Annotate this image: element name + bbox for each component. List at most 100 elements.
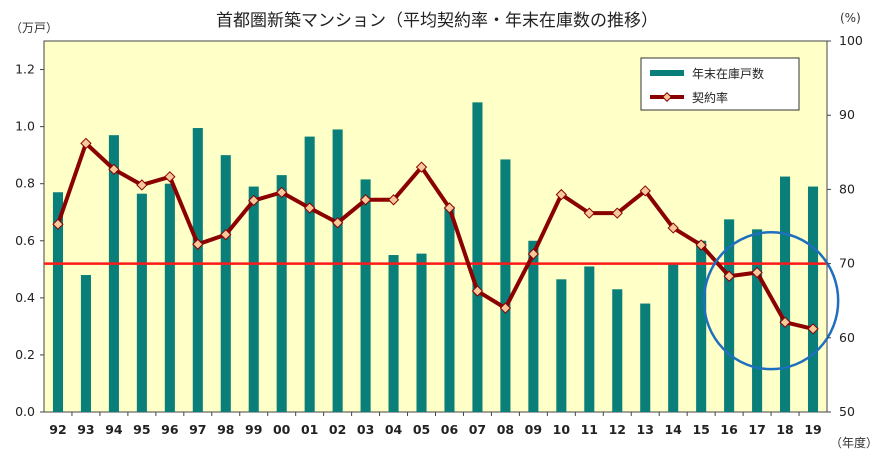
bar-11	[584, 266, 595, 412]
x-tick-label: 97	[189, 422, 206, 437]
line-series	[52, 137, 819, 335]
x-tick-label: 18	[776, 422, 793, 437]
x-tick-label: 06	[441, 422, 459, 437]
rate-point-93	[80, 137, 92, 150]
rate-point-10	[555, 188, 567, 201]
bar-10	[556, 279, 567, 412]
left-tick-label: 0.6	[15, 233, 35, 248]
rate-point-15	[695, 239, 707, 251]
rate-point-17	[751, 266, 763, 279]
x-tick-label: 16	[720, 422, 738, 437]
rate-point-13	[639, 185, 651, 197]
bar-04	[388, 255, 399, 412]
bar-09	[528, 240, 539, 412]
rate-point-95	[136, 179, 148, 191]
legend-bar-swatch	[650, 70, 684, 76]
right-tick-label: 100	[839, 33, 863, 48]
bar-13	[640, 303, 651, 412]
rate-point-04	[387, 194, 400, 206]
x-tick-label: 04	[385, 422, 403, 437]
rate-point-11	[583, 207, 595, 219]
highlight-circle	[702, 230, 840, 371]
rate-point-09	[527, 248, 540, 260]
rate-point-03	[359, 194, 372, 206]
bar-06	[444, 206, 455, 412]
bar-94	[108, 135, 119, 412]
right-tick-label: 60	[839, 330, 855, 345]
legend-label-inventory: 年末在庫戸数	[692, 66, 764, 81]
legend-line-marker	[662, 92, 672, 102]
x-axis-unit: （年度）	[830, 435, 878, 450]
bar-01	[304, 136, 315, 412]
highlight-group	[702, 230, 840, 371]
x-tick-label: 10	[553, 422, 571, 437]
right-axis: 50 60 70 80 90 100	[827, 33, 863, 419]
x-tick-label: 98	[217, 422, 234, 437]
rate-point-06	[443, 202, 456, 214]
left-tick-label: 0.8	[15, 176, 35, 191]
x-tick-label: 01	[301, 422, 318, 437]
right-axis-unit: (%)	[840, 11, 861, 25]
bar-95	[136, 193, 147, 412]
legend-label-contract-rate: 契約率	[692, 90, 728, 105]
bar-16	[724, 219, 735, 412]
rate-point-18	[779, 316, 791, 328]
x-tick-label: 12	[609, 422, 626, 437]
rate-point-05	[415, 161, 428, 173]
bar-12	[612, 289, 623, 412]
rate-point-14	[667, 222, 679, 234]
x-tick-label: 07	[469, 422, 486, 437]
rate-point-19	[807, 323, 819, 335]
left-tick-label: 0.4	[15, 290, 35, 305]
rate-point-94	[108, 163, 120, 176]
right-tick-label: 50	[839, 404, 855, 419]
legend: 年末在庫戸数 契約率	[640, 57, 800, 111]
bar-98	[220, 155, 231, 412]
rate-point-92	[52, 218, 64, 230]
bar-97	[192, 128, 203, 413]
x-tick-label: 00	[273, 422, 291, 437]
bar-03	[360, 179, 371, 412]
rate-point-96	[164, 171, 176, 183]
bar-07	[472, 102, 483, 413]
bar-05	[416, 253, 427, 412]
left-axis-unit: （万戸）	[10, 21, 58, 35]
right-tick-label: 70	[839, 256, 855, 271]
left-tick-label: 1.0	[15, 119, 35, 134]
right-tick-label: 90	[839, 107, 855, 122]
x-tick-label: 05	[413, 422, 430, 437]
left-tick-label: 0.2	[15, 347, 35, 362]
rate-point-97	[192, 238, 204, 250]
x-tick-label: 93	[77, 422, 94, 437]
x-tick-label: 96	[161, 422, 179, 437]
x-tick-label: 94	[105, 422, 123, 437]
bar-17	[752, 229, 763, 412]
x-axis: 92 93 94 95 96 97 98 99 00 01 02 03 04 05 06 07 08 09 10 11…	[49, 412, 822, 437]
rate-point-12	[611, 207, 623, 219]
rate-point-08	[499, 302, 512, 314]
rate-point-01	[304, 202, 316, 214]
bar-00	[276, 175, 287, 412]
bar-93	[80, 275, 91, 412]
rate-point-99	[248, 194, 260, 207]
bar-99	[248, 186, 259, 412]
bar-18	[780, 176, 791, 412]
x-tick-label: 08	[497, 422, 514, 437]
x-tick-label: 03	[357, 422, 374, 437]
right-tick-label: 80	[839, 181, 855, 196]
left-tick-label: 1.2	[15, 62, 35, 77]
x-tick-label: 14	[664, 422, 682, 437]
bar-02	[332, 129, 343, 412]
bar-96	[164, 183, 175, 412]
left-axis: 0.0 0.2 0.4 0.6 0.8 1.0 1.2	[15, 62, 44, 419]
rate-point-00	[276, 186, 288, 199]
chart-title: 首都圏新築マンション（平均契約率・年末在庫数の推移）	[216, 11, 658, 31]
x-tick-label: 95	[133, 422, 150, 437]
rate-point-02	[331, 217, 344, 229]
x-tick-label: 15	[692, 422, 709, 437]
bar-08	[500, 159, 511, 412]
x-tick-label: 92	[49, 422, 66, 437]
left-tick-label: 0.0	[15, 404, 35, 419]
